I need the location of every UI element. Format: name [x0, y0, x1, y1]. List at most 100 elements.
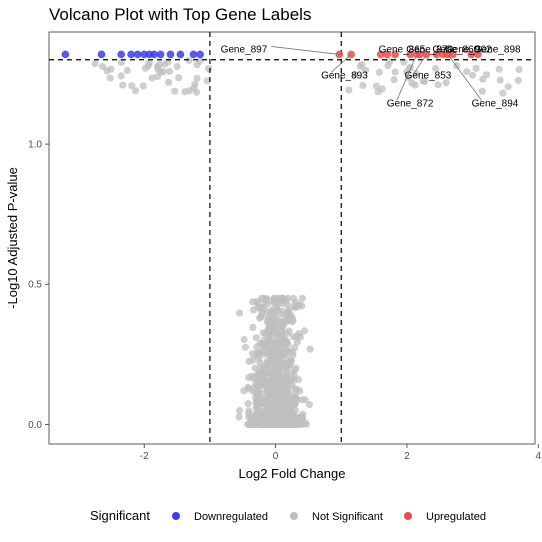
- gene-label: Gene_893: [321, 70, 368, 81]
- point-not-significant: [244, 383, 252, 391]
- y-tick-label: 0.5: [28, 280, 42, 291]
- gene-label-leader: [414, 54, 427, 73]
- point-not-significant: [245, 407, 253, 415]
- point-not-significant: [279, 351, 287, 359]
- x-tick-label: 4: [536, 451, 542, 462]
- significant-points: [61, 50, 482, 59]
- point-not-significant: [161, 60, 169, 68]
- point-downregulated: [196, 50, 204, 59]
- point-downregulated: [156, 50, 165, 59]
- point-not-significant: [264, 347, 272, 355]
- point-not-significant: [277, 393, 285, 401]
- point-not-significant: [175, 74, 183, 82]
- point-not-significant: [205, 65, 213, 73]
- point-not-significant: [345, 86, 353, 94]
- y-axis-title: -Log10 Adjusted P-value: [5, 167, 20, 309]
- point-not-significant: [286, 311, 295, 319]
- point-not-significant: [293, 338, 301, 346]
- point-not-significant: [251, 364, 259, 372]
- gene-label-leader: [447, 54, 482, 101]
- point-not-significant: [249, 306, 258, 314]
- point-downregulated: [127, 50, 135, 59]
- point-not-significant: [278, 322, 286, 330]
- legend-label-downregulated: Downregulated: [194, 511, 268, 523]
- point-upregulated: [391, 50, 399, 59]
- point-not-significant: [270, 340, 278, 348]
- point-not-significant: [278, 382, 286, 390]
- point-not-significant: [463, 68, 471, 76]
- gene-label: Gene_902: [445, 44, 492, 55]
- point-not-significant: [478, 87, 486, 95]
- point-not-significant: [286, 406, 294, 414]
- point-not-significant: [272, 407, 280, 415]
- point-not-significant: [117, 72, 125, 80]
- point-not-significant: [289, 317, 297, 325]
- axis-ticks: -2 0 2 4 0.0 0.5 1.0: [28, 140, 541, 462]
- gene-label: Gene_853: [405, 70, 452, 81]
- point-not-significant: [291, 375, 299, 384]
- not-significant-points: [91, 56, 523, 428]
- gene-label: Gene_894: [472, 98, 519, 109]
- point-not-significant: [128, 82, 136, 90]
- point-not-significant: [434, 81, 442, 89]
- point-not-significant: [148, 74, 156, 82]
- point-not-significant: [257, 420, 265, 428]
- point-not-significant: [266, 330, 274, 338]
- point-not-significant: [171, 87, 179, 95]
- point-not-significant: [266, 307, 274, 316]
- point-not-significant: [256, 358, 264, 366]
- point-not-significant: [165, 78, 173, 86]
- point-downregulated: [61, 50, 70, 59]
- point-not-significant: [244, 400, 252, 408]
- point-not-significant: [123, 66, 131, 74]
- point-not-significant: [263, 296, 271, 304]
- point-downregulated: [189, 50, 198, 59]
- gene-label: Gene_870: [406, 44, 453, 55]
- point-not-significant: [254, 386, 262, 394]
- chart-title: Volcano Plot with Top Gene Labels: [49, 5, 311, 24]
- gene-label-leader: [330, 54, 352, 73]
- gene-label: Gene_872: [387, 98, 434, 109]
- gene-label-leader: [396, 54, 418, 101]
- point-not-significant: [284, 381, 292, 389]
- point-not-significant: [264, 410, 272, 418]
- point-not-significant: [273, 353, 281, 362]
- point-not-significant: [235, 413, 243, 421]
- point-not-significant: [91, 60, 99, 68]
- point-not-significant: [286, 361, 294, 369]
- point-not-significant: [290, 367, 298, 375]
- point-not-significant: [271, 378, 279, 386]
- point-not-significant: [241, 343, 249, 351]
- point-not-significant: [282, 413, 290, 421]
- point-not-significant: [236, 309, 244, 317]
- point-not-significant: [265, 378, 273, 386]
- point-not-significant: [99, 62, 107, 71]
- point-not-significant: [240, 335, 248, 344]
- legend-marker-upregulated: [404, 512, 412, 520]
- legend: Significant Downregulated Not Significan…: [90, 508, 486, 523]
- gene-label: Gene_860: [432, 44, 479, 55]
- point-not-significant: [262, 365, 270, 373]
- point-not-significant: [252, 334, 260, 342]
- point-not-significant: [252, 405, 260, 413]
- point-not-significant: [249, 356, 257, 364]
- point-not-significant: [302, 420, 310, 428]
- point-not-significant: [259, 329, 267, 337]
- point-not-significant: [384, 62, 392, 70]
- point-not-significant: [267, 358, 275, 366]
- point-not-significant: [292, 298, 300, 306]
- point-not-significant: [298, 294, 306, 302]
- point-not-significant: [375, 68, 383, 76]
- gene-label: Gene_897: [221, 44, 268, 55]
- point-not-significant: [300, 327, 309, 335]
- threshold-lines: [49, 32, 535, 444]
- point-not-significant: [285, 327, 293, 335]
- point-not-significant: [296, 418, 304, 426]
- y-tick-label: 1.0: [28, 140, 42, 151]
- point-not-significant: [472, 64, 480, 72]
- point-not-significant: [351, 71, 360, 79]
- point-not-significant: [290, 420, 298, 428]
- point-not-significant: [289, 333, 297, 341]
- point-not-significant: [495, 65, 503, 73]
- point-not-significant: [291, 396, 299, 404]
